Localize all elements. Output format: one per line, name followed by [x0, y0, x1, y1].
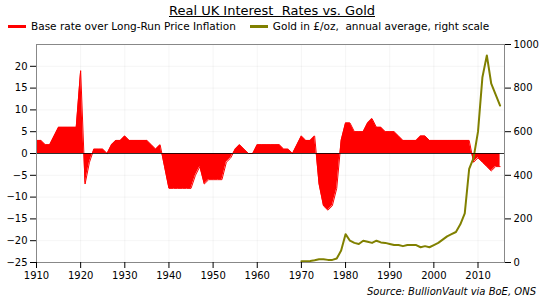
svg-text:1990: 1990 [377, 270, 402, 281]
svg-text:1920: 1920 [68, 270, 93, 281]
svg-text:2000: 2000 [421, 270, 446, 281]
svg-text:1960: 1960 [245, 270, 270, 281]
svg-text:1910: 1910 [24, 270, 49, 281]
svg-text:1970: 1970 [289, 270, 314, 281]
html-text:Gold in £/oz, annual average,: Gold in £/oz, annual average, right scal… [272, 20, 490, 32]
svg-text:−5: −5 [13, 170, 28, 181]
svg-text:20: 20 [15, 61, 28, 72]
html-text:Real UK Interest Rates vs. Gol: Real UK Interest Rates vs. Gold [169, 3, 375, 18]
svg-text:0: 0 [21, 148, 27, 159]
svg-text:−15: −15 [6, 213, 27, 224]
svg-text:−20: −20 [6, 235, 27, 246]
svg-text:1950: 1950 [200, 270, 225, 281]
svg-text:1000: 1000 [514, 39, 539, 50]
svg-text:−10: −10 [6, 191, 27, 202]
svg-text:400: 400 [514, 170, 533, 181]
svg-text:800: 800 [514, 82, 533, 93]
svg-text:15: 15 [15, 82, 28, 93]
html-text:Source: BullionVault via BoE,: Source: BullionVault via BoE, ONS [367, 286, 536, 297]
svg-text:1930: 1930 [112, 270, 137, 281]
svg-text:0: 0 [514, 257, 520, 268]
svg-text:200: 200 [514, 213, 533, 224]
svg-text:−25: −25 [6, 257, 27, 268]
svg-text:10: 10 [15, 104, 28, 115]
svg-text:2010: 2010 [465, 270, 490, 281]
html-text:Base rate over Long-Run Price: Base rate over Long-Run Price Inflation [31, 20, 236, 32]
svg-text:1980: 1980 [333, 270, 358, 281]
svg-text:600: 600 [514, 126, 533, 137]
svg-text:1940: 1940 [156, 270, 181, 281]
svg-text:5: 5 [21, 126, 27, 137]
